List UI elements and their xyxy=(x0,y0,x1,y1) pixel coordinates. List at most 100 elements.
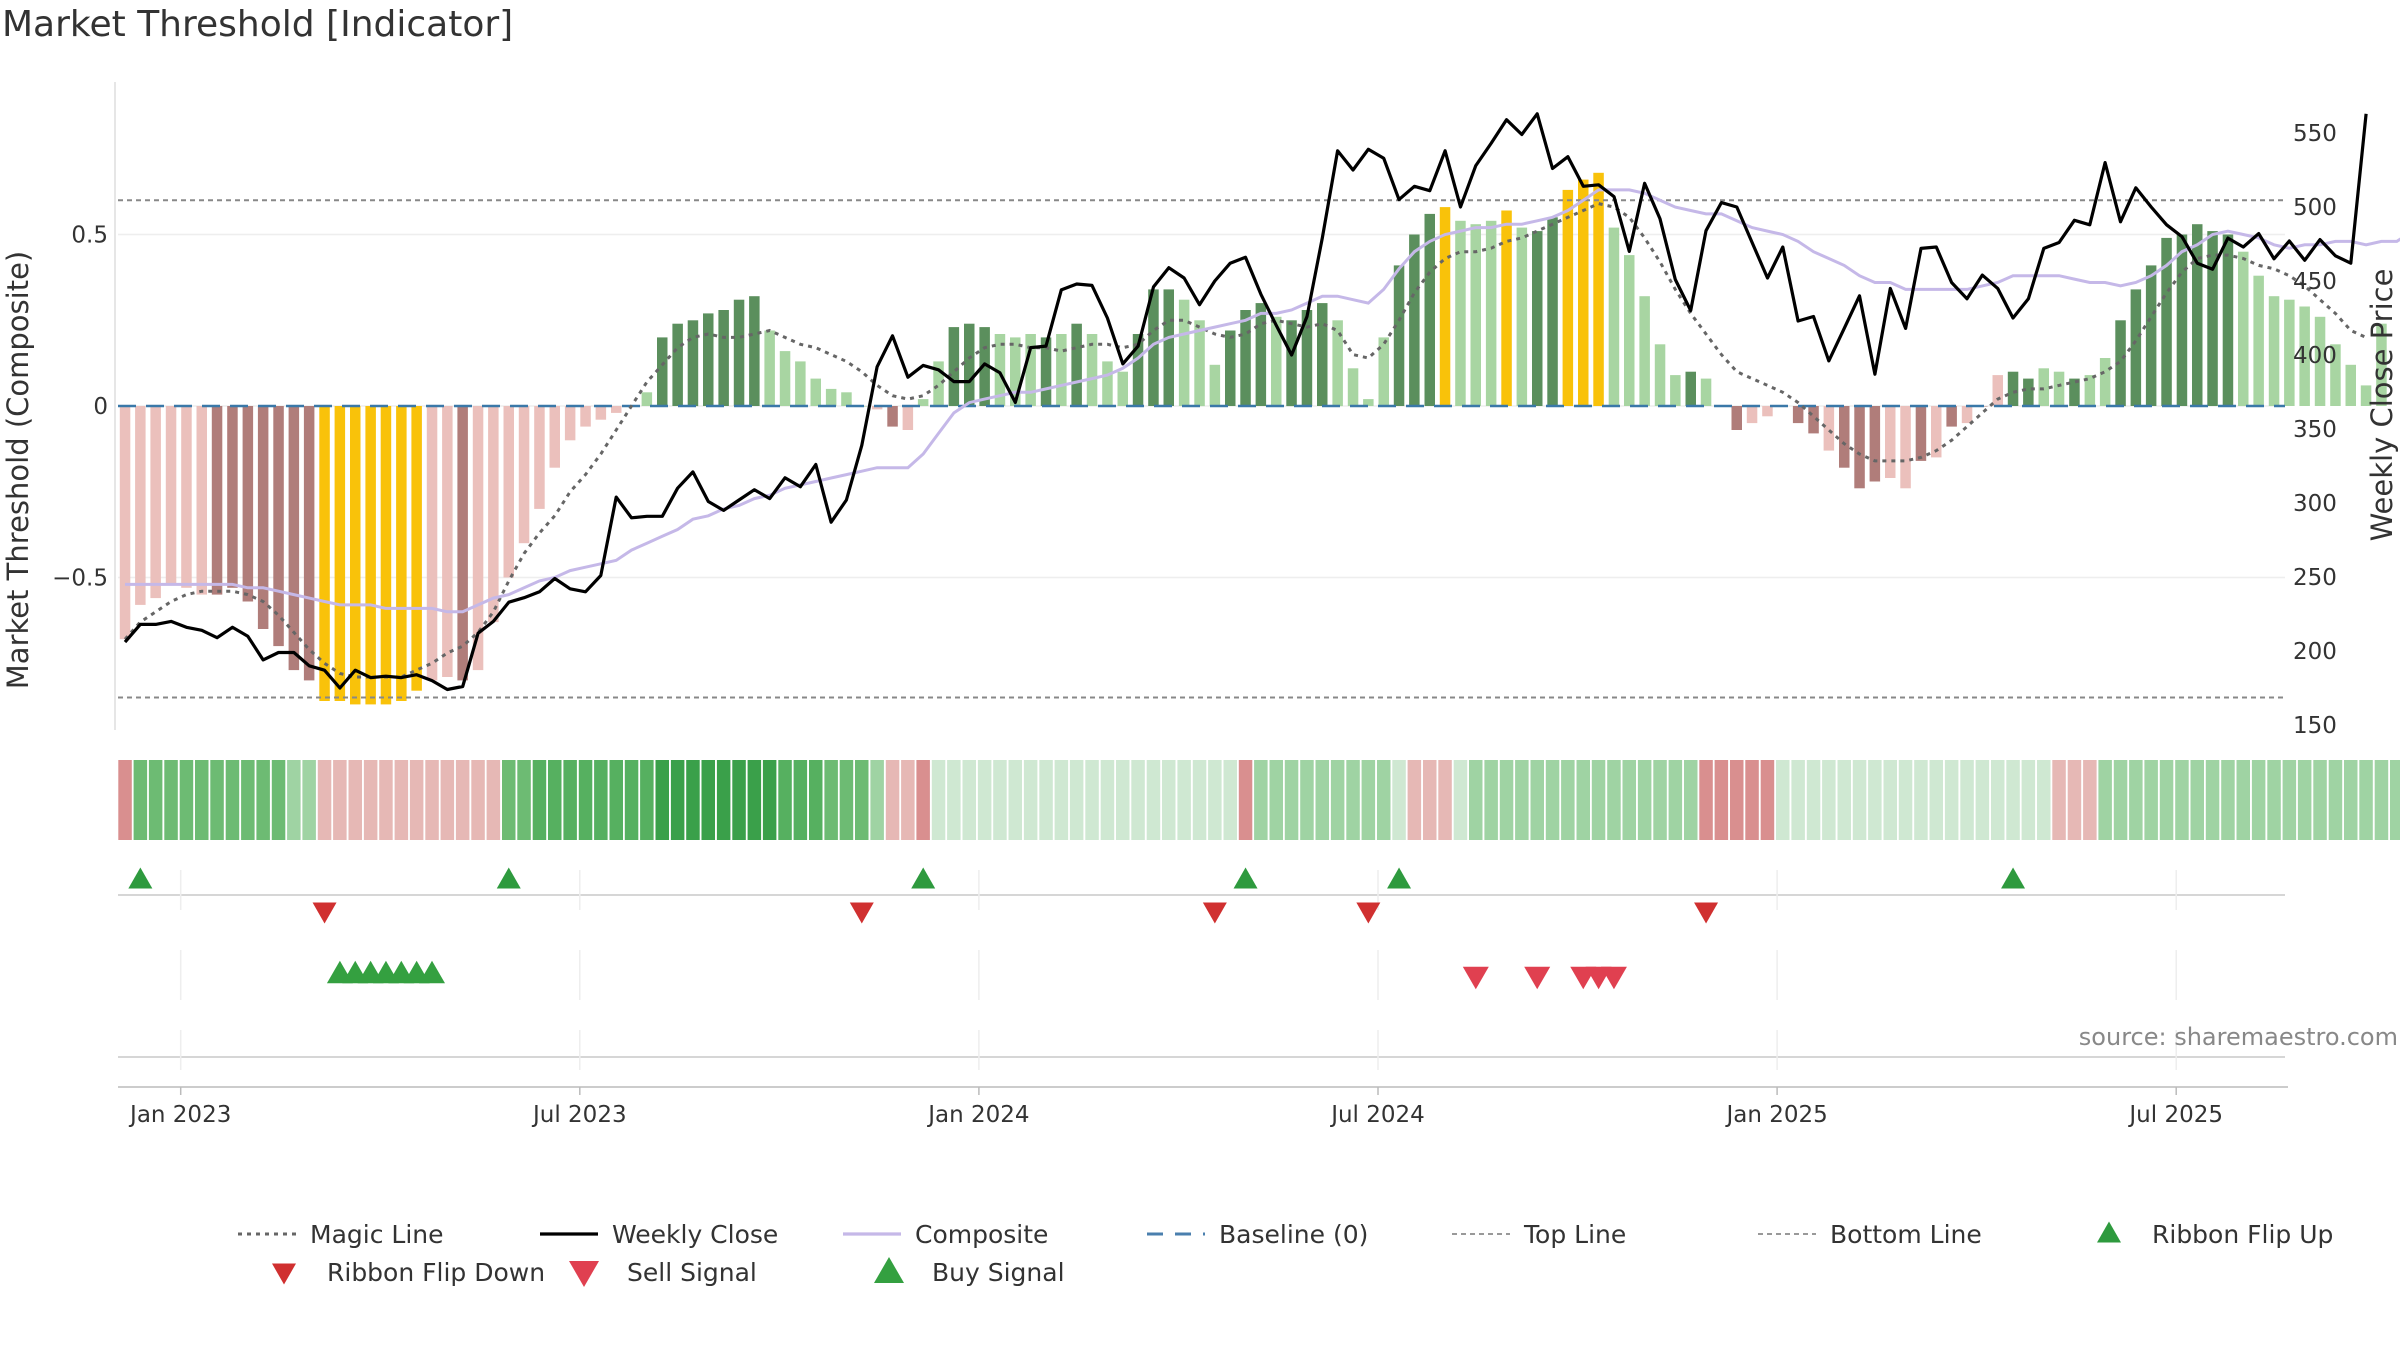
ribbon-cell-140 xyxy=(2267,760,2281,840)
bar-140 xyxy=(2268,296,2280,406)
x-tick-label-5: Jul 2025 xyxy=(2127,1102,2223,1128)
bar-36 xyxy=(672,323,683,406)
ribbon-cell-62 xyxy=(1069,760,1084,840)
legend-label-1: Weekly Close xyxy=(612,1220,778,1249)
legend-label-6: Ribbon Flip Up xyxy=(2152,1220,2333,1249)
bar-93 xyxy=(1547,217,1558,406)
legend-label-5: Bottom Line xyxy=(1830,1220,1982,1249)
bar-107 xyxy=(1762,406,1773,417)
x-tick-label-4: Jan 2025 xyxy=(1724,1102,1827,1128)
ribbon-cell-89 xyxy=(1484,760,1498,840)
bar-3 xyxy=(165,406,177,585)
bar-101 xyxy=(1670,375,1681,406)
ribbon-cell-120 xyxy=(1960,760,1974,840)
flip-up-marker-3 xyxy=(1233,867,1258,889)
bar-90 xyxy=(1501,210,1512,406)
bar-96 xyxy=(1593,172,1604,406)
ribbon-cell-69 xyxy=(1177,760,1191,840)
legend-item-9: Buy Signal xyxy=(874,1256,1065,1287)
ribbon-cell-84 xyxy=(1407,760,1422,840)
bar-14 xyxy=(334,406,346,701)
ribbon-cell-19 xyxy=(409,760,424,840)
bar-84 xyxy=(1409,234,1420,406)
ribbon-cell-47 xyxy=(839,760,854,840)
ribbon-cell-144 xyxy=(2328,760,2343,840)
ribbon-cell-45 xyxy=(809,760,823,840)
ribbon-cell-26 xyxy=(517,760,531,840)
legend-label-8: Sell Signal xyxy=(627,1258,757,1287)
ribbon-cell-104 xyxy=(1714,760,1729,840)
ribbon-cell-27 xyxy=(532,760,547,840)
bar-16 xyxy=(365,406,376,705)
ribbon-cell-56 xyxy=(977,760,992,840)
bar-103 xyxy=(1700,378,1712,406)
ribbon-cell-147 xyxy=(2374,760,2389,840)
bar-125 xyxy=(2038,368,2049,406)
bar-29 xyxy=(564,406,576,441)
ribbon-cell-146 xyxy=(2359,760,2373,840)
threshold-lines xyxy=(118,199,2285,699)
right-tick-7: 200 xyxy=(2293,639,2337,665)
ribbon-cell-109 xyxy=(1791,760,1805,840)
bar-91 xyxy=(1516,227,1528,406)
bar-112 xyxy=(1839,406,1850,468)
right-tick-5: 300 xyxy=(2293,491,2337,517)
bar-53 xyxy=(933,361,944,406)
right-tick-6: 250 xyxy=(2293,565,2337,591)
ribbon-cell-33 xyxy=(624,760,639,840)
ribbon-cell-102 xyxy=(1684,760,1698,840)
bar-0 xyxy=(119,406,131,640)
ribbon-cell-8 xyxy=(241,760,255,840)
bar-45 xyxy=(810,378,821,406)
bar-132 xyxy=(2145,265,2157,406)
ribbon-cell-50 xyxy=(885,760,900,840)
ribbon-cell-54 xyxy=(947,760,961,840)
bar-76 xyxy=(1286,320,1297,407)
bar-81 xyxy=(1363,399,1374,406)
bar-88 xyxy=(1470,224,1481,406)
bar-82 xyxy=(1378,337,1389,406)
ribbon-cell-127 xyxy=(2067,760,2082,840)
signal-markers xyxy=(326,960,1627,990)
flip-up-marker-0 xyxy=(128,867,153,889)
bar-115 xyxy=(1885,406,1896,478)
ribbon-cell-63 xyxy=(1085,760,1099,840)
flip-down-marker-1 xyxy=(849,902,874,924)
ribbon-cell-16 xyxy=(363,760,378,840)
ribbon-cell-3 xyxy=(164,760,178,840)
bar-46 xyxy=(825,388,837,406)
ribbon-cell-112 xyxy=(1837,760,1851,840)
bar-138 xyxy=(2238,251,2249,406)
bar-35 xyxy=(657,337,668,406)
ribbon-cell-0 xyxy=(118,760,132,840)
bar-72 xyxy=(1225,330,1236,406)
right-axis-ticks: 550 500 450 400 350 300 250 200 150 xyxy=(2293,121,2337,739)
panel-vertical-gridlines xyxy=(179,870,2177,1070)
left-axis-label: Market Threshold (Composite) xyxy=(1,251,35,689)
ribbon-flip-markers xyxy=(128,867,2026,924)
bar-119 xyxy=(1946,406,1957,427)
ribbon-cell-37 xyxy=(686,760,700,840)
bar-1 xyxy=(135,406,146,605)
bar-98 xyxy=(1624,255,1635,406)
bar-114 xyxy=(1869,406,1881,482)
bar-70 xyxy=(1194,320,1205,407)
bar-44 xyxy=(795,361,806,406)
x-tick-label-2: Jan 2024 xyxy=(926,1102,1029,1128)
ribbon-cell-43 xyxy=(778,760,792,840)
bar-69 xyxy=(1178,299,1190,406)
bar-54 xyxy=(948,327,960,406)
ribbon-cell-13 xyxy=(317,760,332,840)
ribbon-cell-87 xyxy=(1453,760,1468,840)
ribbon-cell-143 xyxy=(2313,760,2327,840)
ribbon-cell-65 xyxy=(1116,760,1130,840)
bar-65 xyxy=(1117,371,1128,406)
bar-40 xyxy=(733,299,745,406)
ribbon-cell-15 xyxy=(348,760,362,840)
ribbon-cell-145 xyxy=(2344,760,2358,840)
ribbon-cell-12 xyxy=(302,760,316,840)
bar-27 xyxy=(534,406,545,509)
bar-50 xyxy=(887,406,898,427)
legend-handle-7 xyxy=(272,1263,296,1285)
bar-116 xyxy=(1900,406,1911,489)
